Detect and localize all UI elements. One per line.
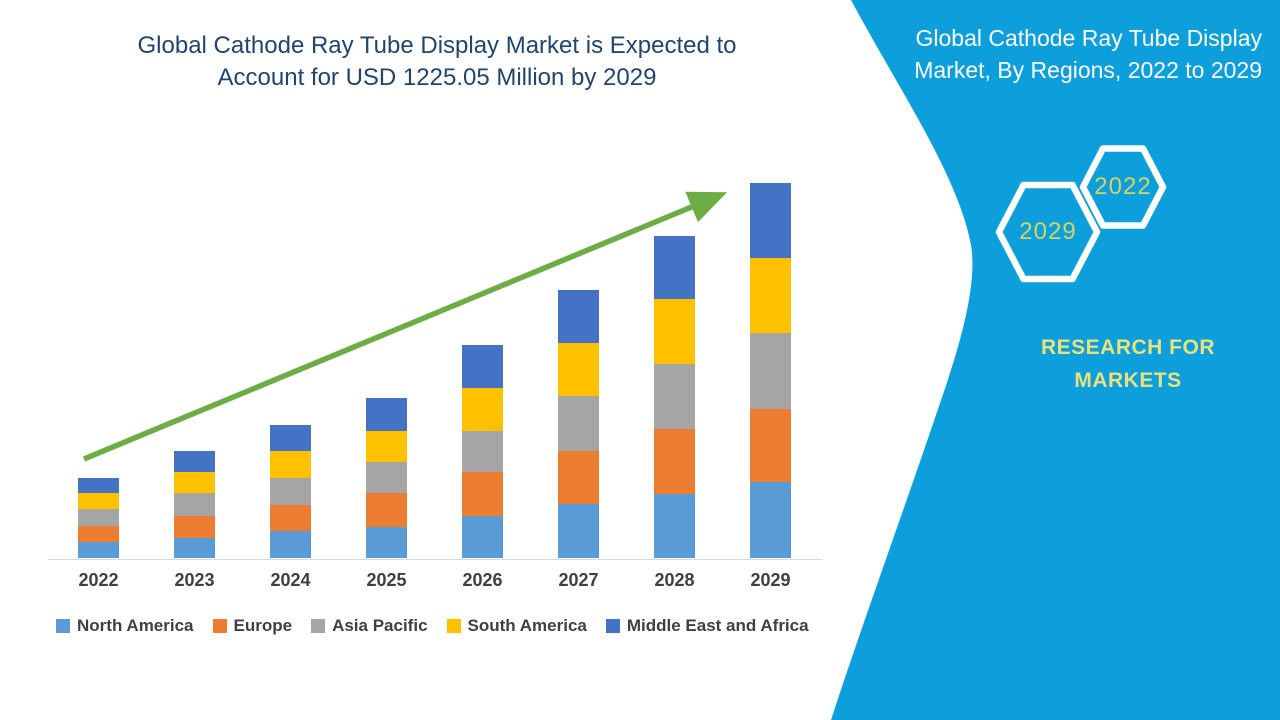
bar-segment-asia-pacific-2022 bbox=[78, 509, 119, 526]
bar-segment-middle-east-and-africa-2028 bbox=[654, 236, 695, 299]
legend-swatch-north-america bbox=[56, 619, 70, 633]
bar-segment-middle-east-and-africa-2023 bbox=[174, 451, 215, 472]
legend-swatch-asia-pacific bbox=[311, 619, 326, 633]
bar-segment-europe-2025 bbox=[366, 493, 407, 527]
legend-label-north-america: North America bbox=[77, 616, 194, 635]
bar-segment-asia-pacific-2026 bbox=[462, 431, 503, 472]
bar-segment-north-america-2026 bbox=[462, 516, 503, 558]
bar-2024 bbox=[270, 425, 311, 558]
hexagon-2029-label: 2029 bbox=[1019, 218, 1077, 245]
x-axis-label-2023: 2023 bbox=[174, 570, 215, 590]
chart-title: Global Cathode Ray Tube Display Market i… bbox=[137, 32, 737, 91]
bar-segment-middle-east-and-africa-2027 bbox=[558, 290, 599, 343]
x-axis-label-2026: 2026 bbox=[462, 570, 503, 590]
legend-item-asia-pacific: Asia Pacific bbox=[311, 616, 428, 636]
bar-segment-europe-2027 bbox=[558, 451, 599, 504]
legend-swatch-middle-east-and-africa bbox=[605, 619, 620, 633]
bar-2025 bbox=[366, 398, 407, 558]
hexagon-badges bbox=[995, 145, 1167, 283]
hexagon-2029 bbox=[995, 181, 1101, 283]
side-panel-curve bbox=[831, 0, 1280, 720]
bar-segment-north-america-2027 bbox=[558, 504, 599, 558]
bar-segment-middle-east-and-africa-2024 bbox=[270, 425, 311, 451]
bar-2029 bbox=[750, 183, 791, 558]
legend-label-south-america: South America bbox=[467, 616, 587, 635]
bar-2028 bbox=[654, 236, 695, 558]
bar-segment-south-america-2023 bbox=[174, 472, 215, 493]
legend-item-europe: Europe bbox=[212, 616, 293, 636]
bar-segment-north-america-2023 bbox=[174, 538, 215, 558]
legend-label-middle-east-and-africa: Middle East and Africa bbox=[626, 616, 809, 635]
panel-title: Global Cathode Ray Tube Display Market, … bbox=[914, 25, 1262, 83]
bar-segment-north-america-2024 bbox=[270, 531, 311, 558]
bar-segment-europe-2023 bbox=[174, 516, 215, 538]
bar-segment-north-america-2028 bbox=[654, 494, 695, 558]
bar-segment-europe-2026 bbox=[462, 472, 503, 516]
legend-item-north-america: North America bbox=[56, 616, 194, 636]
bar-segment-middle-east-and-africa-2022 bbox=[78, 478, 119, 493]
x-axis-label-2029: 2029 bbox=[750, 570, 791, 590]
bar-2026 bbox=[462, 345, 503, 558]
legend-label-europe: Europe bbox=[233, 616, 293, 635]
legend-item-middle-east-and-africa: Middle East and Africa bbox=[605, 616, 809, 636]
legend-swatch-south-america bbox=[446, 619, 461, 633]
legend-label-asia-pacific: Asia Pacific bbox=[332, 616, 428, 635]
bar-segment-middle-east-and-africa-2029 bbox=[750, 183, 791, 258]
bar-segment-asia-pacific-2029 bbox=[750, 333, 791, 409]
x-axis-label-2025: 2025 bbox=[366, 570, 407, 590]
bar-segment-south-america-2022 bbox=[78, 493, 119, 509]
x-axis-label-2028: 2028 bbox=[654, 570, 695, 590]
bar-segment-north-america-2025 bbox=[366, 527, 407, 558]
bar-segment-middle-east-and-africa-2025 bbox=[366, 398, 407, 431]
stacked-bar-chart: 2022 2023 2024 2025 2026 2027 2028 2029 bbox=[48, 183, 823, 590]
bar-2023 bbox=[174, 451, 215, 558]
bar-segment-south-america-2029 bbox=[750, 258, 791, 333]
bar-segment-europe-2024 bbox=[270, 505, 311, 531]
x-axis-line bbox=[48, 559, 823, 560]
bar-segment-europe-2029 bbox=[750, 409, 791, 482]
bar-segment-south-america-2024 bbox=[270, 451, 311, 478]
x-axis-label-2027: 2027 bbox=[558, 570, 599, 590]
legend-item-south-america: South America bbox=[446, 616, 587, 636]
x-axis-label-2024: 2024 bbox=[270, 570, 311, 590]
bar-segment-south-america-2025 bbox=[366, 431, 407, 462]
bar-2022 bbox=[78, 478, 119, 558]
bar-segment-south-america-2026 bbox=[462, 388, 503, 431]
bar-segment-asia-pacific-2027 bbox=[558, 396, 599, 451]
bar-segment-north-america-2029 bbox=[750, 482, 791, 558]
bar-segment-europe-2022 bbox=[78, 526, 119, 542]
bar-2027 bbox=[558, 290, 599, 558]
bar-segment-asia-pacific-2025 bbox=[366, 462, 407, 493]
bar-segment-europe-2028 bbox=[654, 429, 695, 494]
legend-swatch-europe bbox=[212, 619, 227, 633]
bar-segment-middle-east-and-africa-2026 bbox=[462, 345, 503, 388]
bar-segment-asia-pacific-2023 bbox=[174, 493, 215, 516]
bar-segment-south-america-2028 bbox=[654, 299, 695, 364]
brand-text: RESEARCH FOR MARKETS bbox=[1040, 336, 1215, 392]
bar-segment-asia-pacific-2024 bbox=[270, 478, 311, 505]
x-axis-label-2022: 2022 bbox=[78, 570, 119, 590]
bar-segment-north-america-2022 bbox=[78, 542, 119, 558]
hexagon-2022 bbox=[1079, 145, 1167, 229]
hexagon-2022-label: 2022 bbox=[1094, 173, 1152, 200]
bar-segment-south-america-2027 bbox=[558, 343, 599, 396]
chart-legend: North America Europe Asia Pacific South Ame… bbox=[56, 616, 836, 636]
bar-segment-asia-pacific-2028 bbox=[654, 364, 695, 429]
